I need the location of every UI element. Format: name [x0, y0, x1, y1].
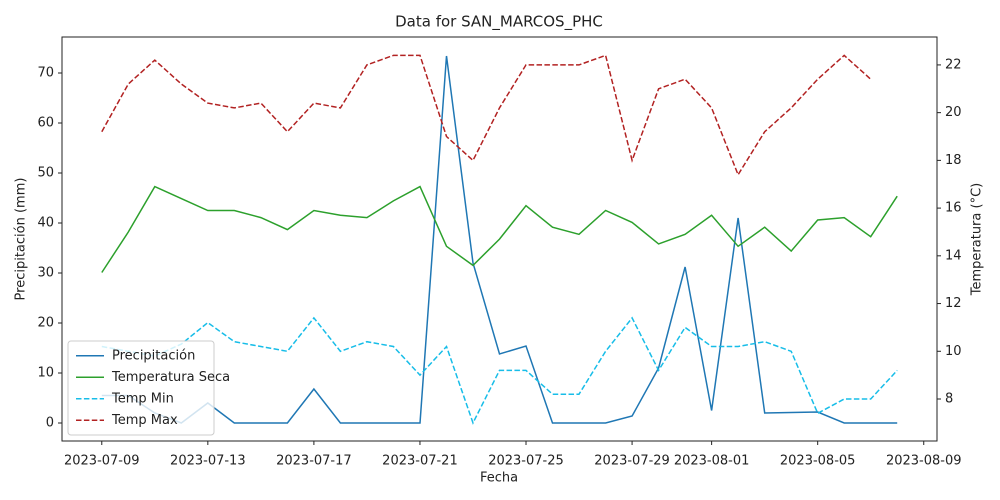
legend-label: Precipitación	[112, 348, 195, 363]
x-tick-label: 2023-07-29	[594, 454, 670, 469]
x-tick-label: 2023-08-09	[886, 454, 962, 469]
x-tick-label: 2023-07-13	[170, 454, 246, 469]
y-tick-label: 50	[37, 166, 54, 181]
series-line	[101, 55, 898, 424]
x-tick-label: 2023-07-09	[64, 454, 140, 469]
x-tick-label: 2023-07-17	[276, 454, 352, 469]
y2-tick-label: 18	[945, 153, 962, 168]
legend-label: Temp Min	[111, 391, 174, 406]
y2-tick-label: 16	[945, 201, 962, 216]
y-tick-label: 0	[46, 416, 54, 431]
y2-tick-label: 10	[945, 344, 962, 359]
x-tick-label: 2023-08-01	[674, 454, 750, 469]
x-tick-label: 2023-08-05	[780, 454, 856, 469]
y-tick-label: 40	[37, 216, 54, 231]
y2-tick-label: 14	[945, 248, 962, 263]
y-tick-label: 20	[37, 316, 54, 331]
legend-label: Temperatura Seca	[111, 370, 230, 385]
y-tick-label: 60	[37, 116, 54, 131]
chart-title: Data for SAN_MARCOS_PHC	[395, 13, 603, 32]
y-tick-label: 70	[37, 66, 54, 81]
series-line	[101, 54, 872, 177]
y-axis-label: Precipitación (mm)	[14, 178, 29, 301]
x-tick-label: 2023-07-21	[382, 454, 458, 469]
legend-box	[67, 340, 215, 436]
y2-tick-label: 22	[945, 57, 962, 72]
series-line	[101, 316, 898, 425]
x-tick-label: 2023-07-25	[488, 454, 564, 469]
y-tick-label: 30	[37, 266, 54, 281]
y2-axis-label: Temperatura (°C)	[970, 183, 985, 296]
legend-label: Temp Max	[111, 413, 178, 428]
series-line	[101, 185, 898, 273]
y2-tick-label: 8	[945, 392, 953, 407]
y-tick-label: 10	[37, 366, 54, 381]
y2-tick-label: 20	[945, 105, 962, 120]
plot-frame	[61, 36, 938, 442]
y2-tick-label: 12	[945, 296, 962, 311]
x-axis-label: Fecha	[480, 471, 518, 486]
